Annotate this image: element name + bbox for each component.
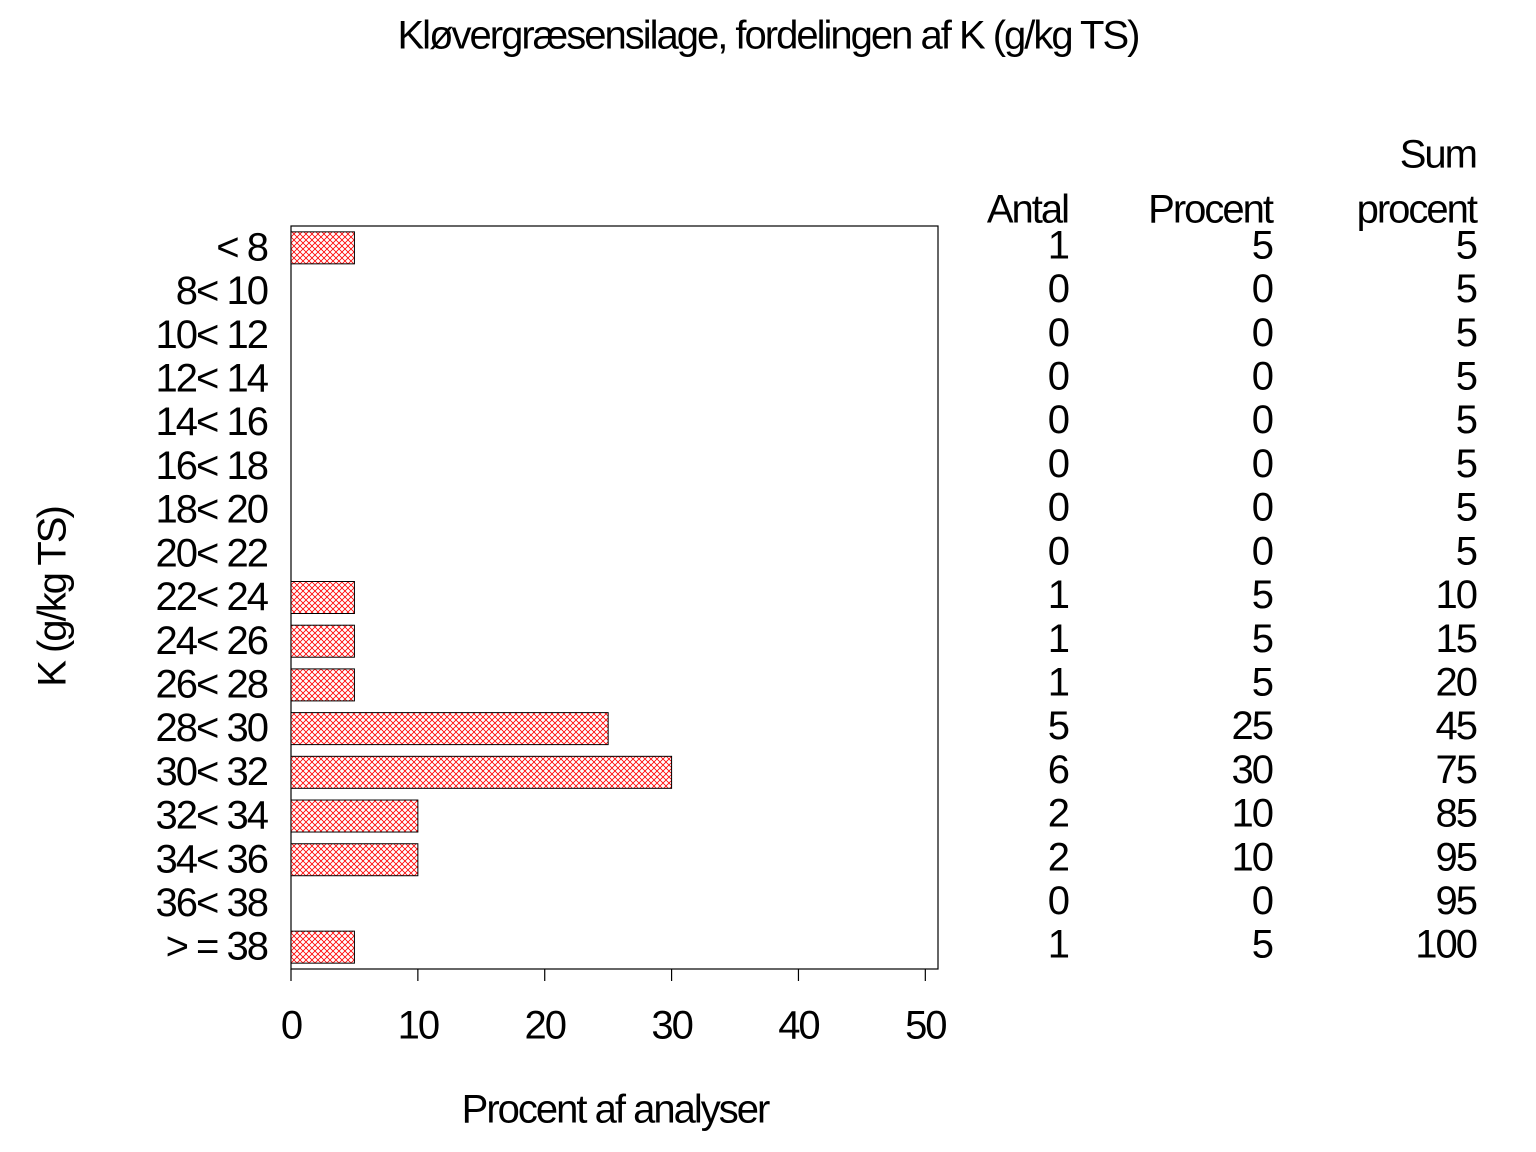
x-tick-label: 40 <box>778 1004 819 1048</box>
table-cumulative: 20 <box>1436 660 1477 704</box>
bar <box>290 843 419 877</box>
table-count: 0 <box>1048 267 1069 311</box>
x-tick-label: 20 <box>524 1004 565 1048</box>
table-count: 1 <box>1048 573 1069 617</box>
bar <box>290 712 609 746</box>
y-tick-label: 18< 20 <box>156 488 268 532</box>
table-percent: 10 <box>1232 792 1273 836</box>
table-cumulative: 5 <box>1456 311 1477 355</box>
table-cumulative: 75 <box>1436 748 1477 792</box>
table-percent: 0 <box>1252 486 1273 530</box>
table-count: 0 <box>1048 442 1069 486</box>
table-cumulative: 95 <box>1436 879 1477 923</box>
table-percent: 30 <box>1232 748 1273 792</box>
bar <box>290 799 419 833</box>
table-percent: 10 <box>1232 835 1273 879</box>
y-tick-label: 24< 26 <box>156 619 268 663</box>
table-cumulative: 95 <box>1436 835 1477 879</box>
y-tick-label: 16< 18 <box>156 444 268 488</box>
table-cumulative: 5 <box>1456 442 1477 486</box>
x-tick-label: 30 <box>651 1004 692 1048</box>
table-percent: 5 <box>1252 223 1273 267</box>
x-axis-label: Procent af analyser <box>462 1088 770 1132</box>
y-tick-label: > = 38 <box>166 925 268 969</box>
bar <box>290 231 355 265</box>
y-axis-label: K (g/kg TS) <box>31 507 75 687</box>
table-percent: 25 <box>1232 704 1273 748</box>
table-header: Sum <box>1400 133 1476 177</box>
table-count: 0 <box>1048 879 1069 923</box>
table-cumulative: 85 <box>1436 792 1477 836</box>
y-tick-label: 20< 22 <box>156 531 268 575</box>
table-cumulative: 5 <box>1456 486 1477 530</box>
table-count: 1 <box>1048 617 1069 661</box>
table-count: 1 <box>1048 660 1069 704</box>
table-cumulative: 5 <box>1456 529 1477 573</box>
table-count: 2 <box>1048 792 1069 836</box>
bar <box>290 624 355 658</box>
table-header: Antal <box>987 188 1068 232</box>
table-percent: 5 <box>1252 923 1273 967</box>
table-count: 0 <box>1048 529 1069 573</box>
table-count: 0 <box>1048 486 1069 530</box>
y-tick-label: 32< 34 <box>156 794 269 838</box>
table-percent: 5 <box>1252 660 1273 704</box>
table-cumulative: 15 <box>1436 617 1477 661</box>
y-tick-label: 12< 14 <box>156 357 269 401</box>
y-tick-label: 34< 36 <box>156 837 268 881</box>
table-percent: 0 <box>1252 355 1273 399</box>
y-tick-label: 26< 28 <box>156 662 268 706</box>
y-tick-label: 14< 16 <box>156 400 268 444</box>
x-tick-label: 50 <box>905 1004 946 1048</box>
table-cumulative: 100 <box>1415 923 1476 967</box>
bar <box>290 581 355 614</box>
y-tick-label: 28< 30 <box>156 706 268 750</box>
table-count: 1 <box>1048 923 1069 967</box>
bar <box>290 930 355 964</box>
table-percent: 5 <box>1252 573 1273 617</box>
table-header: procent <box>1357 188 1478 232</box>
y-tick-label: 10< 12 <box>156 313 268 357</box>
table-count: 0 <box>1048 355 1069 399</box>
table-percent: 0 <box>1252 311 1273 355</box>
table-percent: 0 <box>1252 879 1273 923</box>
bar <box>290 755 673 789</box>
chart-title: Kløvergræsensilage, fordelingen af K (g/… <box>398 14 1139 58</box>
y-tick-label: < 8 <box>216 225 267 269</box>
x-tick-label: 0 <box>281 1004 302 1048</box>
table-cumulative: 45 <box>1436 704 1477 748</box>
table-count: 0 <box>1048 398 1069 442</box>
bar <box>290 668 355 702</box>
y-tick-label: 36< 38 <box>156 881 268 925</box>
table-cumulative: 10 <box>1436 573 1477 617</box>
x-tick-label: 10 <box>398 1004 439 1048</box>
table-percent: 0 <box>1252 529 1273 573</box>
y-tick-label: 22< 24 <box>156 575 269 619</box>
table-cumulative: 5 <box>1456 267 1477 311</box>
table-percent: 0 <box>1252 442 1273 486</box>
table-cumulative: 5 <box>1456 398 1477 442</box>
table-percent: 5 <box>1252 617 1273 661</box>
table-cumulative: 5 <box>1456 223 1477 267</box>
y-tick-label: 8< 10 <box>176 269 268 313</box>
table-header: Procent <box>1148 188 1274 232</box>
table-percent: 0 <box>1252 398 1273 442</box>
table-cumulative: 5 <box>1456 355 1477 399</box>
table-count: 5 <box>1048 704 1069 748</box>
table-count: 0 <box>1048 311 1069 355</box>
table-count: 2 <box>1048 835 1069 879</box>
y-tick-label: 30< 32 <box>156 750 268 794</box>
table-count: 1 <box>1048 223 1069 267</box>
table-percent: 0 <box>1252 267 1273 311</box>
table-count: 6 <box>1048 748 1069 792</box>
